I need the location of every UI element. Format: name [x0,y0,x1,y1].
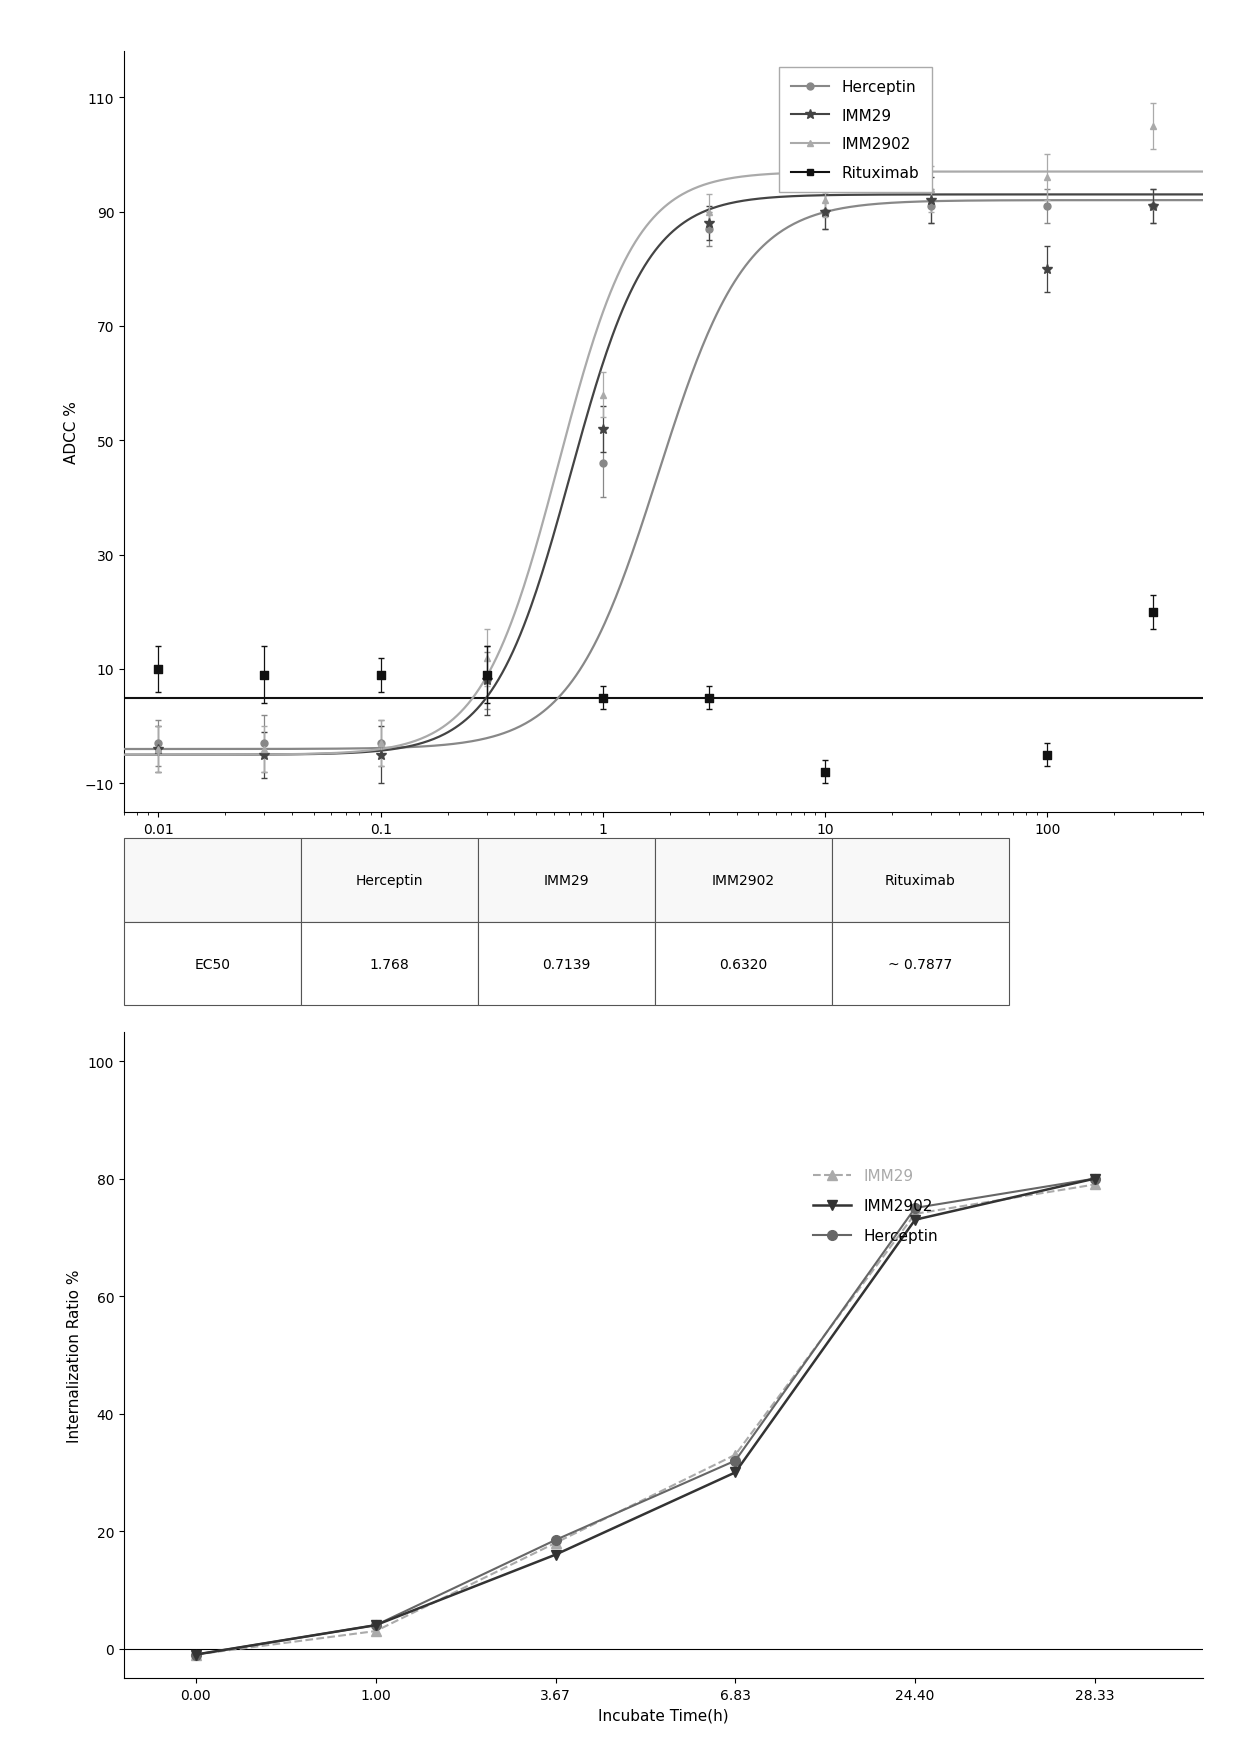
IMM2902 [837,163,852,184]
Herceptin [117,739,131,760]
Line: IMM2902: IMM2902 [124,173,1203,755]
Herceptin [308,739,322,760]
IMM2902 [929,163,944,184]
Point [149,656,169,683]
IMM2902 [728,1461,743,1482]
IMM2902 [188,1645,203,1666]
Line: IMM2902: IMM2902 [191,1175,1100,1659]
IMM29 [908,1204,923,1225]
IMM2902 [117,745,131,766]
Point [1143,598,1163,626]
Line: Herceptin: Herceptin [124,201,1203,750]
IMM29 [929,185,944,206]
Point [477,661,497,689]
Point [699,683,719,711]
Herceptin [394,738,409,759]
Herceptin [1087,1168,1102,1189]
Y-axis label: Internalization Ratio %: Internalization Ratio % [67,1269,82,1442]
IMM2902 [394,736,409,757]
IMM2902 [1195,163,1210,184]
IMM29 [728,1444,743,1465]
IMM29 [1195,185,1210,206]
IMM2902 [1087,1168,1102,1189]
IMM29 [308,745,322,766]
IMM29 [368,1620,383,1641]
Herceptin [929,192,944,213]
Herceptin [188,1645,203,1666]
Herceptin [753,239,768,260]
IMM2902 [368,1615,383,1636]
X-axis label: Conc.(ng/ml): Conc.(ng/ml) [614,843,713,857]
Point [1038,741,1058,769]
Point [593,683,613,711]
Herceptin [728,1451,743,1472]
Herceptin [548,1530,563,1550]
Herceptin [368,1615,383,1636]
Y-axis label: ADCC %: ADCC % [64,400,79,463]
Herceptin [605,596,620,617]
Line: Herceptin: Herceptin [191,1175,1100,1659]
IMM29 [837,185,852,206]
Herceptin [1195,191,1210,212]
Legend: Herceptin, IMM29, IMM2902, Rituximab: Herceptin, IMM29, IMM2902, Rituximab [779,68,931,194]
IMM29 [548,1533,563,1554]
Point [371,661,391,689]
IMM2902 [908,1210,923,1231]
Legend: IMM29, IMM2902, Herceptin: IMM29, IMM2902, Herceptin [801,1155,950,1255]
IMM2902 [605,278,620,299]
X-axis label: Incubate Time(h): Incubate Time(h) [598,1708,729,1722]
Herceptin [837,198,852,218]
Line: IMM29: IMM29 [124,196,1203,755]
IMM29 [394,738,409,759]
Line: IMM29: IMM29 [191,1180,1100,1659]
IMM29 [605,327,620,348]
IMM29 [753,189,768,210]
Text: Fig. 5: Fig. 5 [537,1065,595,1082]
IMM29 [117,745,131,766]
Herceptin [908,1197,923,1218]
IMM29 [188,1645,203,1666]
Point [254,661,274,689]
IMM2902 [548,1543,563,1564]
Point [815,759,835,787]
IMM29 [1087,1175,1102,1196]
IMM2902 [753,164,768,185]
IMM2902 [308,743,322,764]
